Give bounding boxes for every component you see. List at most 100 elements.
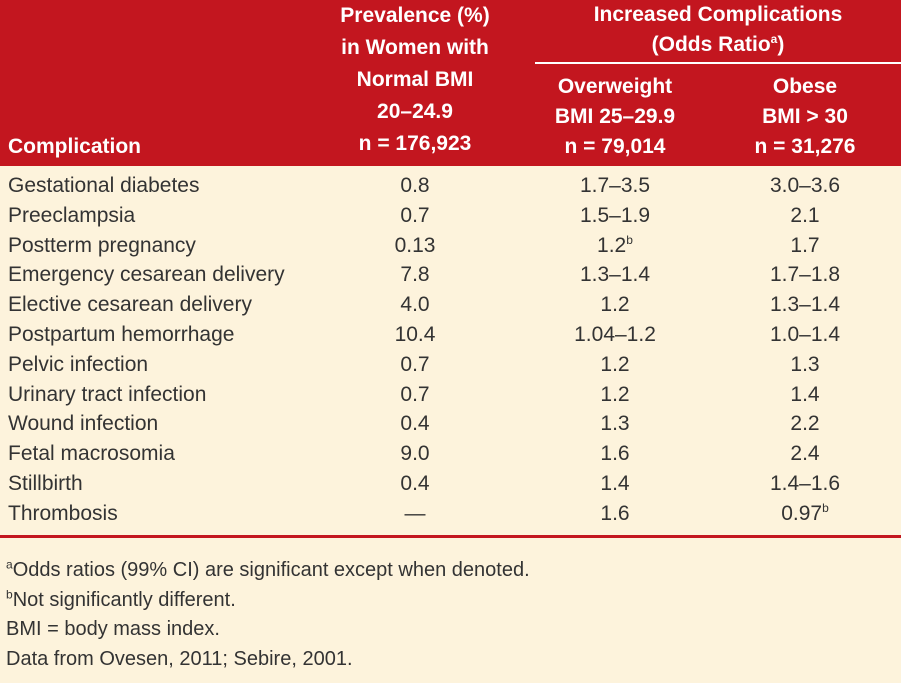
cell-obese: 0.97b [725, 499, 885, 529]
table-row: Gestational diabetes 0.8 1.7–3.5 3.0–3.6 [0, 171, 901, 201]
cell-overweight: 1.4 [535, 469, 695, 499]
footnote-marker: b [6, 586, 13, 601]
table-row: Elective cesarean delivery 4.0 1.2 1.3–1… [0, 290, 901, 320]
cell-prevalence: 4.0 [400, 293, 430, 317]
header-complication: Complication [8, 135, 142, 158]
header-line: BMI 25–29.9 [554, 105, 676, 128]
header-line: 20–24.9 [377, 100, 453, 123]
cell-obese: 1.3–1.4 [725, 290, 885, 320]
cell-obese: 2.2 [725, 409, 885, 439]
footnote: aOdds ratios (99% CI) are significant ex… [6, 556, 530, 586]
value: 2.2 [790, 412, 820, 436]
value: 1.0–1.4 [769, 322, 841, 346]
cell-complication: Pelvic infection [8, 352, 149, 376]
footnote-text: Not significantly different. [12, 588, 236, 611]
cell-complication: Wound infection [8, 412, 159, 436]
cell-overweight: 1.04–1.2 [535, 320, 695, 350]
cell-prevalence: 0.4 [400, 412, 430, 436]
cell-complication: Preeclampsia [8, 203, 136, 227]
footnote-marker: a [6, 557, 13, 572]
cell-obese: 1.0–1.4 [725, 320, 885, 350]
cell-complication: Thrombosis [8, 501, 118, 525]
cell-overweight: 1.2 [535, 380, 695, 410]
table-row: Preeclampsia 0.7 1.5–1.9 2.1 [0, 201, 901, 231]
header-line: n = 176,923 [358, 132, 472, 155]
header-line: BMI > 30 [762, 105, 848, 128]
value: 1.6 [600, 442, 630, 466]
header-line: in Women with [341, 36, 489, 59]
header-line: n = 31,276 [754, 135, 856, 158]
header-divider [535, 62, 901, 64]
header-line: Obese [772, 75, 838, 98]
cell-prevalence: 9.0 [400, 442, 430, 466]
table-row: Wound infection 0.4 1.3 2.2 [0, 409, 901, 439]
cell-obese: 1.4–1.6 [725, 469, 885, 499]
header-line: (Odds Ratioa) [535, 30, 901, 60]
table-bottom-rule [0, 535, 901, 538]
cell-complication: Elective cesarean delivery [8, 293, 252, 317]
value: 3.0–3.6 [769, 174, 841, 197]
value: 1.3–1.4 [769, 293, 841, 317]
cell-overweight: 1.6 [535, 439, 695, 469]
cell-overweight: 1.5–1.9 [535, 201, 695, 231]
cell-overweight: 1.6 [535, 499, 695, 529]
value: 1.6 [600, 501, 630, 525]
cell-prevalence: 0.8 [400, 174, 430, 197]
value: 1.2 [600, 382, 630, 406]
table-row: Pelvic infection 0.7 1.2 1.3 [0, 350, 901, 380]
value: 1.2 [600, 293, 630, 317]
cell-obese: 2.1 [725, 201, 885, 231]
table-row: Urinary tract infection 0.7 1.2 1.4 [0, 380, 901, 410]
value: 1.3–1.4 [579, 263, 651, 287]
value: 1.3 [790, 352, 820, 376]
cell-complication: Fetal macrosomia [8, 442, 175, 466]
value: 1.04–1.2 [574, 322, 656, 346]
footnote-text: BMI = body mass index. [6, 618, 220, 640]
cell-obese: 3.0–3.6 [725, 171, 885, 201]
table-body: Gestational diabetes 0.8 1.7–3.5 3.0–3.6… [0, 171, 901, 529]
cell-overweight: 1.7–3.5 [535, 171, 695, 201]
cell-complication: Emergency cesarean delivery [8, 263, 285, 287]
cell-complication: Postterm pregnancy [8, 233, 196, 257]
header-overweight: Overweight BMI 25–29.9 n = 79,014 [515, 72, 715, 162]
cell-prevalence: — [404, 501, 426, 525]
cell-obese: 2.4 [725, 439, 885, 469]
value: 1.7 [790, 233, 820, 257]
cell-overweight: 1.2 [535, 290, 695, 320]
value: 1.7–1.8 [769, 263, 841, 287]
cell-complication: Gestational diabetes [8, 174, 200, 197]
table-header: Complication Prevalence (%) in Women wit… [0, 0, 901, 166]
cell-complication: Stillbirth [8, 471, 83, 495]
cell-obese: 1.7 [725, 231, 885, 261]
header-text: (Odds Ratio [651, 33, 771, 56]
value: 0.97 [781, 501, 823, 525]
cell-obese: 1.3 [725, 350, 885, 380]
value: 2.1 [790, 203, 820, 227]
cell-complication: Postpartum hemorrhage [8, 322, 235, 346]
footnotes: aOdds ratios (99% CI) are significant ex… [6, 556, 530, 674]
cell-overweight: 1.2 [535, 350, 695, 380]
cell-overweight: 1.3 [535, 409, 695, 439]
value: 1.4 [790, 382, 820, 406]
cell-overweight: 1.2b [535, 231, 695, 261]
footnote-text: Odds ratios (99% CI) are significant exc… [12, 559, 530, 581]
header-line: n = 79,014 [564, 135, 666, 158]
cell-overweight: 1.3–1.4 [535, 260, 695, 290]
table-row: Fetal macrosomia 9.0 1.6 2.4 [0, 439, 901, 469]
header-obese: Obese BMI > 30 n = 31,276 [705, 72, 901, 162]
cell-complication: Urinary tract infection [8, 382, 207, 406]
header-increased-complications: Increased Complications (Odds Ratioa) [535, 0, 901, 60]
cell-prevalence: 0.7 [400, 382, 430, 406]
header-line: Normal BMI [356, 68, 474, 91]
table-row: Thrombosis — 1.6 0.97b [0, 499, 901, 529]
cell-prevalence: 0.4 [400, 471, 430, 495]
footnote-text: Data from Ovesen, 2011; Sebire, 2001. [6, 647, 353, 670]
cell-obese: 1.4 [725, 380, 885, 410]
cell-prevalence: 0.7 [400, 352, 430, 376]
value: 1.2 [597, 233, 627, 257]
header-line: Prevalence (%) [340, 4, 490, 27]
value: 1.4–1.6 [769, 471, 841, 495]
table-row: Postpartum hemorrhage 10.4 1.04–1.2 1.0–… [0, 320, 901, 350]
value: 1.2 [600, 352, 630, 376]
value: 1.3 [600, 412, 630, 436]
